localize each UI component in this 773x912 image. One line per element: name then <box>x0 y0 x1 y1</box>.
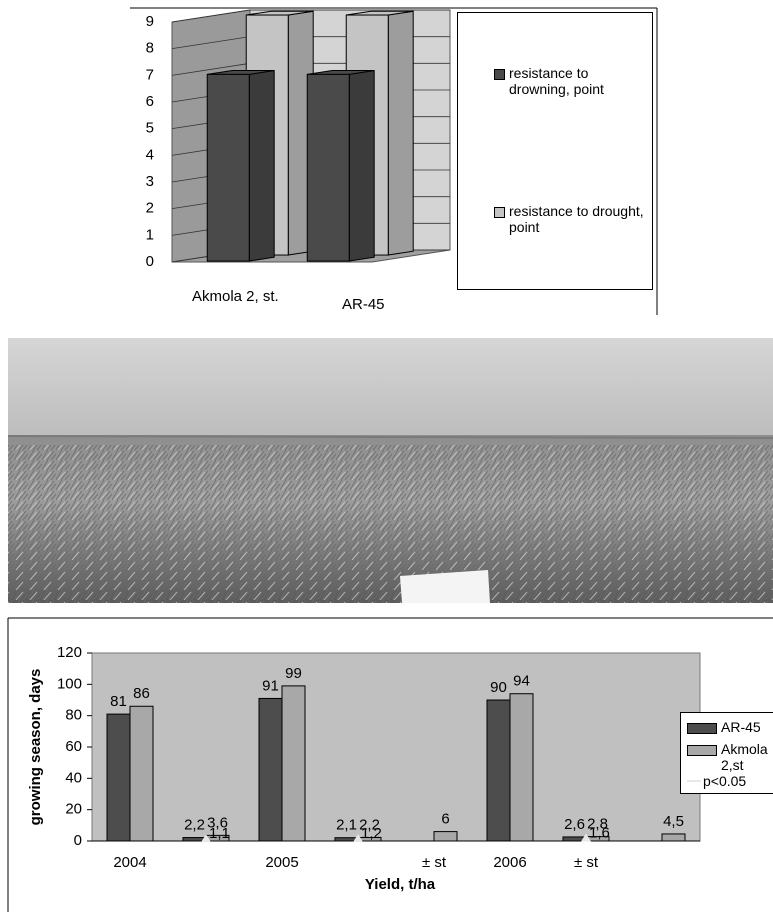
legend-label: p<0.05 <box>703 773 746 789</box>
bar <box>487 700 510 841</box>
value-label: 1,2 <box>361 825 382 842</box>
y-tick-label: 0 <box>146 253 154 270</box>
photo-grass <box>8 445 773 603</box>
legend-label: resistance to drowning, point <box>509 65 644 97</box>
bar-side <box>388 11 413 255</box>
bar <box>259 698 282 841</box>
bar <box>434 832 457 841</box>
legend-item: AR-45 <box>687 719 773 735</box>
legend-key <box>687 745 717 756</box>
y-axis-title: growing season, days <box>27 669 44 826</box>
legend-item: resistance to drought, point <box>494 203 644 235</box>
photo-sky <box>8 338 773 438</box>
figure: 0 1 2 3 4 5 6 7 8 9 Akmola 2, st. AR-45 0 20 40 60 80 10… <box>0 0 773 912</box>
y-tick-label: 6 <box>146 93 154 110</box>
bar <box>307 74 349 261</box>
y-tick-label: 8 <box>146 40 154 57</box>
x-tick-label: 2005 <box>265 854 298 871</box>
value-label: 81 <box>110 693 127 710</box>
page: 0 1 2 3 4 5 6 7 8 9 Akmola 2, st. AR-45 0 20 40 60 80 10… <box>0 0 773 912</box>
y-tick-label: 7 <box>146 66 154 83</box>
x-tick-label: Akmola 2, st. <box>192 288 279 305</box>
value-label: 6 <box>441 811 449 828</box>
value-label: 94 <box>513 673 530 690</box>
y-tick-label: 2 <box>146 200 154 217</box>
field-photo <box>8 338 773 603</box>
legend-label: Akmola 2,st <box>721 741 773 773</box>
bar <box>130 706 153 841</box>
x-tick-label: ± st <box>574 854 599 871</box>
x-tick-label: 2004 <box>113 854 146 871</box>
plot-area <box>92 653 700 841</box>
legend-label: AR-45 <box>721 719 761 735</box>
legend-key <box>494 69 505 80</box>
legend: resistance to drowning, point resistance … <box>457 12 653 290</box>
y-tick-label: 1 <box>146 226 154 243</box>
chart-2: 0 20 40 60 80 100 120 2004 2005 ± st 2006 ± st 81 2,2… <box>57 644 700 871</box>
chart-1: 0 1 2 3 4 5 6 7 8 9 Akmola 2, st. AR-45 <box>146 10 450 313</box>
legend-key <box>687 723 717 734</box>
value-label: 2,1 <box>336 817 357 834</box>
y-tick-label: 40 <box>65 769 82 786</box>
x-tick-label: 2006 <box>493 854 526 871</box>
bar-side <box>249 71 274 262</box>
value-label: 4,5 <box>663 813 684 830</box>
y-tick-label: 60 <box>65 738 82 755</box>
y-tick-label: 3 <box>146 173 154 190</box>
bar <box>510 694 533 841</box>
legend-item: p<0.05 <box>687 773 773 789</box>
legend-item: Akmola 2,st <box>687 741 773 773</box>
value-label: 2,2 <box>184 817 205 834</box>
bar <box>282 686 305 841</box>
value-label: 1,1 <box>209 825 230 842</box>
y-tick-label: 80 <box>65 707 82 724</box>
x-tick-label: AR-45 <box>342 296 385 313</box>
legend-key <box>687 780 701 782</box>
bar <box>107 714 130 841</box>
y-tick-label: 9 <box>146 13 154 30</box>
value-label: 2,6 <box>564 816 585 833</box>
y-tick-label: 0 <box>74 832 82 849</box>
x-axis-title: Yield, t/ha <box>365 876 436 893</box>
y-tick-label: 100 <box>57 675 82 692</box>
bar <box>207 74 249 261</box>
y-tick-label: 120 <box>57 644 82 661</box>
y-tick-label: 20 <box>65 801 82 818</box>
legend-label: resistance to drought, point <box>509 203 644 235</box>
bar <box>662 834 685 841</box>
x-tick-label: ± st <box>422 854 447 871</box>
legend-key <box>494 207 505 218</box>
bar-side <box>349 71 374 262</box>
y-tick-label: 4 <box>146 146 154 163</box>
value-label: 99 <box>285 665 302 682</box>
value-label: 1,6 <box>589 824 610 841</box>
y-tick-label: 5 <box>146 120 154 137</box>
legend-item: resistance to drowning, point <box>494 65 644 97</box>
value-label: 91 <box>262 677 279 694</box>
value-label: 90 <box>490 679 507 696</box>
value-label: 86 <box>133 685 150 702</box>
